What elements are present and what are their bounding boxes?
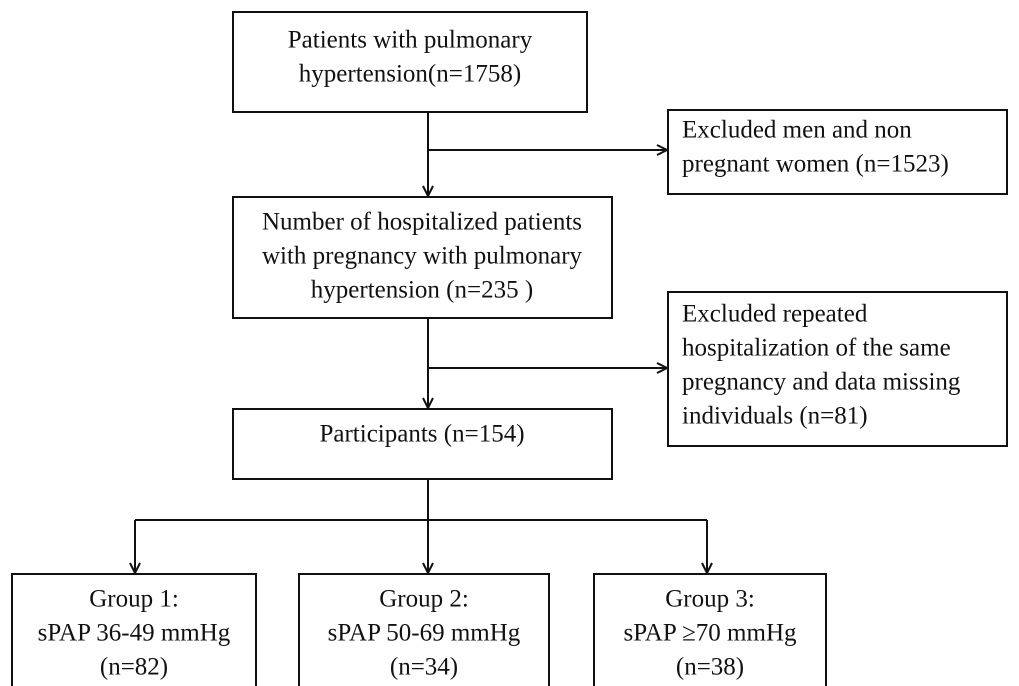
node-text: Participants (n=154) xyxy=(319,421,524,448)
node-text: pregnancy and data missing xyxy=(682,369,961,396)
box xyxy=(298,573,550,686)
box xyxy=(232,408,613,480)
node-text: (n=34) xyxy=(390,654,458,681)
box xyxy=(593,573,827,686)
box xyxy=(232,11,588,113)
box xyxy=(667,291,1008,447)
connectors xyxy=(135,112,707,573)
node-text: sPAP ≥70 mmHg xyxy=(623,620,797,647)
box xyxy=(11,573,257,686)
node-text: (n=82) xyxy=(100,654,168,681)
node-text: Group 1: xyxy=(89,586,179,613)
node-text: hypertension (n=235 ) xyxy=(311,277,533,304)
box xyxy=(232,196,613,319)
box xyxy=(667,109,1008,195)
node-text: with pregnancy with pulmonary xyxy=(262,243,583,270)
node-text: Patients with pulmonary xyxy=(288,27,533,54)
node-text: Excluded repeated xyxy=(682,301,868,328)
node-text: hospitalization of the same xyxy=(682,335,951,362)
node-text: pregnant women (n=1523) xyxy=(682,151,949,178)
node-text: sPAP 36-49 mmHg xyxy=(38,620,231,647)
node-text: Excluded men and non xyxy=(682,117,912,144)
node-text: (n=38) xyxy=(676,654,744,681)
node-text: hypertension(n=1758) xyxy=(299,61,521,88)
node-text: Group 2: xyxy=(379,586,469,613)
node-text: Number of hospitalized patients xyxy=(262,209,582,236)
node-text: individuals (n=81) xyxy=(682,403,868,430)
node-text: sPAP 50-69 mmHg xyxy=(328,620,521,647)
node-text: Group 3: xyxy=(665,586,755,613)
